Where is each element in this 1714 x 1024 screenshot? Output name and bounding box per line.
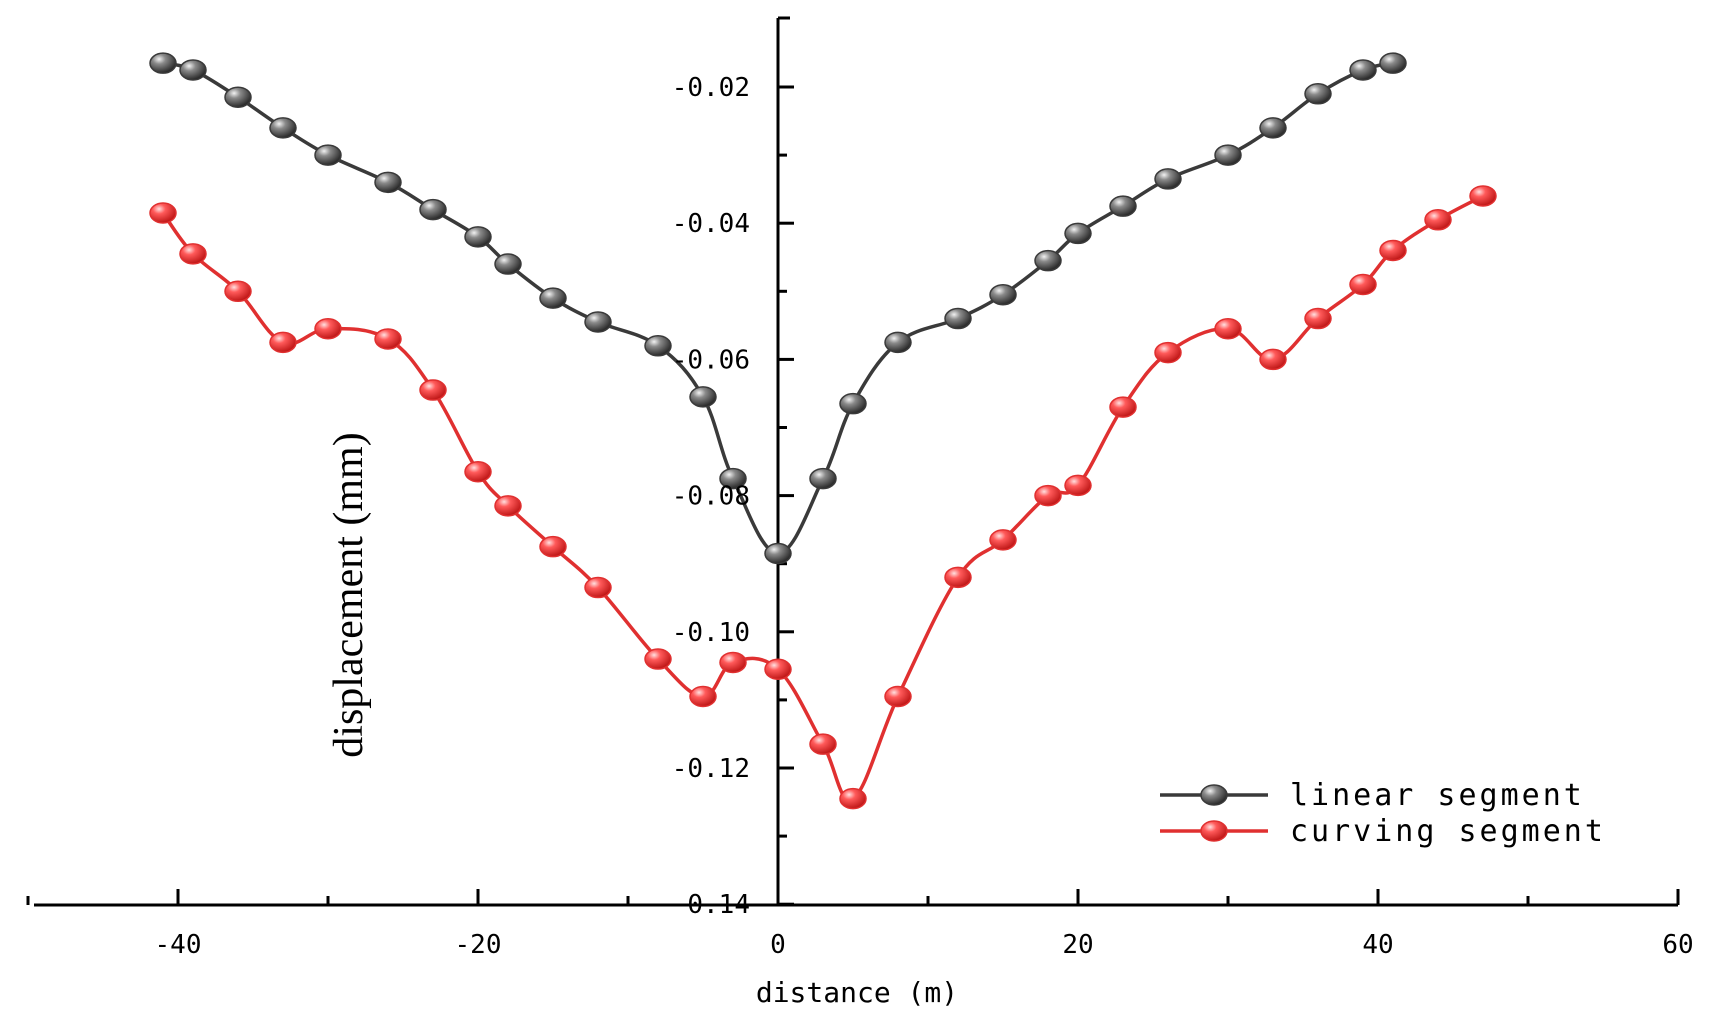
data-point — [1064, 474, 1092, 497]
data-point — [149, 202, 177, 224]
data-point — [179, 243, 207, 265]
data-point — [1469, 185, 1497, 207]
x-tick-label: 40 — [1362, 930, 1393, 960]
data-point — [1064, 222, 1092, 245]
data-point — [1424, 209, 1452, 231]
y-tick-label: -0.06 — [672, 345, 750, 375]
data-point — [1034, 484, 1062, 507]
series-linear-segment — [149, 52, 1407, 565]
y-tick-label: 0.14 — [687, 890, 750, 920]
data-point — [839, 392, 867, 415]
data-point — [539, 535, 567, 558]
data-point — [419, 379, 447, 401]
x-axis-title: distance (m) — [756, 976, 958, 1009]
data-point — [1304, 307, 1332, 330]
data-point — [1349, 273, 1377, 296]
plot-area — [149, 52, 1497, 810]
x-tick-label: 0 — [770, 930, 786, 960]
data-point — [644, 648, 672, 670]
data-point — [1259, 348, 1287, 371]
data-point — [944, 566, 972, 589]
data-point — [644, 335, 672, 357]
data-point — [809, 733, 837, 755]
data-point — [1304, 83, 1332, 105]
y-tick-label: -0.10 — [672, 618, 750, 648]
data-point — [464, 226, 492, 248]
y-tick-label: -0.04 — [672, 209, 750, 239]
data-point — [314, 144, 342, 166]
data-point — [494, 495, 522, 517]
data-point — [884, 331, 912, 354]
data-point — [149, 52, 177, 74]
data-point — [884, 685, 912, 708]
data-point — [269, 331, 297, 354]
data-point — [719, 467, 747, 490]
legend-label-linear-segment: linear segment — [1290, 778, 1585, 813]
data-point — [494, 253, 522, 275]
data-point — [314, 318, 342, 340]
data-point — [224, 280, 252, 303]
data-point — [1034, 249, 1062, 272]
data-point — [179, 59, 207, 81]
data-point — [764, 658, 792, 681]
data-point — [989, 529, 1017, 551]
data-point — [1214, 144, 1242, 166]
data-point — [1214, 318, 1242, 340]
data-point — [719, 651, 747, 674]
legend-label-curving-segment: curving segment — [1290, 814, 1606, 849]
data-point — [269, 117, 297, 139]
y-tick-label: -0.12 — [672, 754, 750, 784]
x-tick-label: -40 — [155, 930, 202, 960]
data-point — [1154, 341, 1182, 364]
data-point — [374, 328, 402, 350]
series-curving-segment — [149, 185, 1497, 810]
data-point — [224, 86, 252, 108]
y-tick-label: -0.08 — [672, 482, 750, 512]
x-tick-label: 60 — [1662, 930, 1693, 960]
legend-marker-curving-segment — [1200, 820, 1228, 842]
legend-marker-linear-segment — [1200, 784, 1228, 806]
data-point — [1379, 239, 1407, 262]
data-point — [1109, 396, 1137, 418]
data-point — [989, 283, 1017, 306]
data-point — [464, 461, 492, 483]
data-point — [1379, 52, 1407, 74]
data-point — [584, 311, 612, 333]
data-point — [1109, 195, 1137, 217]
y-axis-title: displacement (mm) — [326, 432, 372, 757]
data-point — [839, 787, 867, 810]
x-tick-label: 20 — [1062, 930, 1093, 960]
data-point — [689, 386, 717, 408]
data-point — [764, 542, 792, 565]
data-point — [1259, 117, 1287, 139]
data-point — [419, 198, 447, 221]
data-point — [809, 467, 837, 490]
x-tick-label: -20 — [455, 930, 502, 960]
data-point — [539, 287, 567, 309]
y-tick-label: -0.02 — [672, 73, 750, 103]
axes — [26, 16, 1680, 907]
tick-labels: -40 -20 0 20 40 60 -0.02 -0.04 -0.06 -0.08 -0.10 -0… — [155, 73, 1694, 960]
data-point — [1154, 168, 1182, 190]
data-point — [584, 576, 612, 599]
data-point — [944, 307, 972, 330]
data-point — [374, 171, 402, 194]
data-point — [1349, 59, 1377, 81]
data-point — [689, 685, 717, 708]
